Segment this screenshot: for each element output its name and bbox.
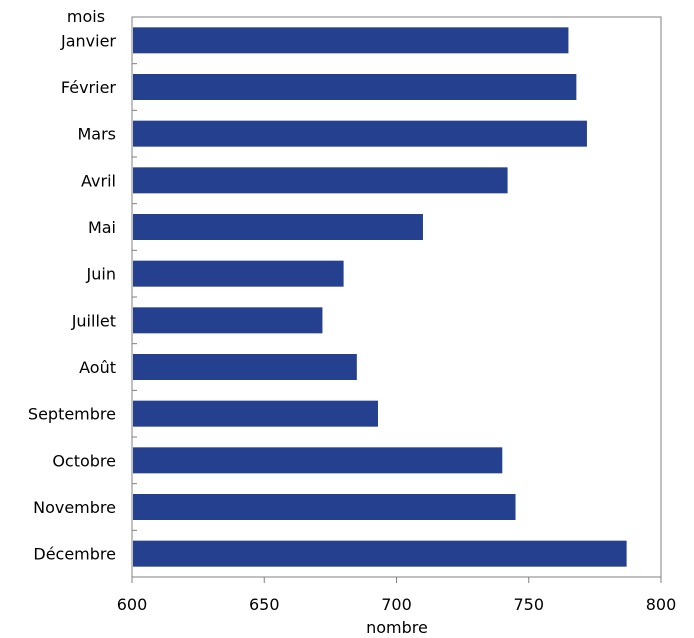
y-tick-label: Mai bbox=[88, 218, 116, 237]
bar bbox=[133, 307, 323, 334]
y-tick-label: Février bbox=[61, 78, 117, 97]
x-tick-labels: 600 650 700 750 800 bbox=[117, 595, 677, 614]
y-tick-label: Janvier bbox=[60, 31, 116, 50]
x-tick-label: 800 bbox=[646, 595, 677, 614]
x-axis-title: nombre bbox=[366, 618, 428, 634]
bar bbox=[133, 167, 508, 194]
y-tick-label: Septembre bbox=[28, 405, 116, 424]
y-tick-label: Juin bbox=[86, 265, 116, 284]
y-tick-label: Août bbox=[79, 358, 116, 377]
y-tick-label: Avril bbox=[81, 171, 116, 190]
y-tick-label: Juillet bbox=[71, 311, 116, 330]
bar bbox=[133, 540, 627, 567]
bar bbox=[133, 27, 569, 54]
x-tick-label: 650 bbox=[249, 595, 280, 614]
bar bbox=[133, 400, 378, 427]
bar bbox=[133, 74, 577, 100]
y-tick-label: Décembre bbox=[33, 545, 116, 564]
y-tick-labels: Janvier Février Mars Avril Mai Juin Juillet Aoû… bbox=[28, 31, 117, 563]
y-ticks bbox=[132, 63, 137, 531]
bar bbox=[133, 494, 516, 520]
y-tick-label: Octobre bbox=[52, 451, 116, 470]
x-tick-label: 750 bbox=[513, 595, 544, 614]
bar bbox=[133, 214, 423, 240]
bar bbox=[133, 447, 503, 474]
bar bbox=[133, 260, 344, 287]
x-ticks bbox=[131, 577, 662, 583]
bar bbox=[133, 120, 587, 147]
x-tick-label: 600 bbox=[117, 595, 148, 614]
plot-area bbox=[131, 16, 662, 578]
y-tick-label: Mars bbox=[77, 125, 116, 144]
x-tick-label: 700 bbox=[381, 595, 412, 614]
y-axis-title: mois bbox=[67, 7, 105, 26]
y-tick-label: Novembre bbox=[33, 498, 116, 517]
bar bbox=[133, 354, 357, 380]
bars bbox=[133, 27, 627, 567]
